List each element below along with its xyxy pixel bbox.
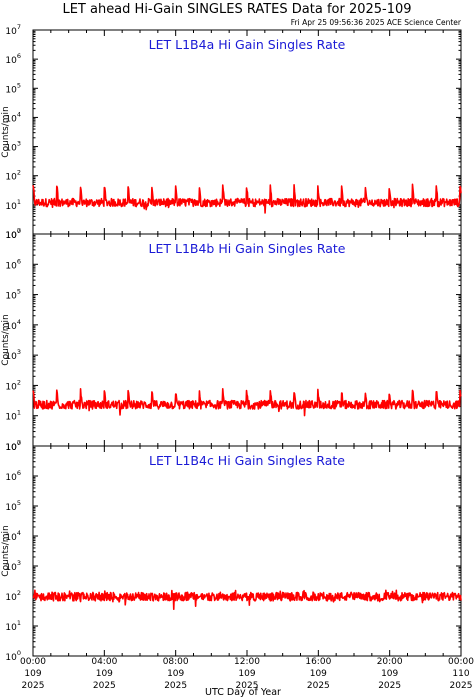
x-tick-label-time: 20:00 xyxy=(377,657,403,667)
panel-title: LET L1B4a Hi Gain Singles Rate xyxy=(149,37,346,52)
y-tick-label: 106 xyxy=(5,257,21,271)
x-axis-labels: 00:00 109 2025 04:00 109 2025 08:00 109 2025 12:0… xyxy=(20,657,474,691)
x-tick-label-day: 109 xyxy=(24,669,41,679)
x-tick-label-year: 2025 xyxy=(450,681,473,691)
plot-frame xyxy=(32,445,462,657)
x-tick-label-year: 2025 xyxy=(307,681,330,691)
y-tick-exponent: 0 xyxy=(17,439,21,447)
x-tick-label-year: 2025 xyxy=(164,681,187,691)
y-tick-exponent: 7 xyxy=(17,23,21,31)
x-tick-label-year: 2025 xyxy=(236,681,259,691)
y-tick-exponent: 1 xyxy=(17,198,21,206)
x-tick-label-year: 2025 xyxy=(93,681,116,691)
y-tick-exponent: 7 xyxy=(17,227,21,235)
y-tick-exponent: 5 xyxy=(17,81,21,89)
y-tick-label: 107 xyxy=(5,23,21,37)
y-tick-exponent: 1 xyxy=(17,619,21,627)
y-axis-label: Counts/min xyxy=(1,525,11,576)
y-tick-label: 106 xyxy=(5,469,21,483)
x-tick-label-day: 109 xyxy=(96,669,113,679)
x-tick-label-time: 00:00 xyxy=(20,657,46,667)
y-tick-label: 105 xyxy=(5,499,21,513)
y-tick-exponent: 2 xyxy=(17,169,21,177)
y-axis-label: Counts/min xyxy=(1,106,11,157)
x-tick-label-day: 109 xyxy=(310,669,327,679)
y-tick-exponent: 1 xyxy=(17,409,21,417)
x-tick-label-day: 110 xyxy=(452,669,469,679)
x-tick-label-year: 2025 xyxy=(22,681,45,691)
y-tick-exponent: 4 xyxy=(17,318,21,326)
y-tick-label: 106 xyxy=(5,52,21,66)
x-axis-title: UTC Day of Year xyxy=(205,687,281,698)
x-tick-label-day: 109 xyxy=(381,669,398,679)
panel-title: LET L1B4b Hi Gain Singles Rate xyxy=(149,241,346,256)
y-tick-label: 101 xyxy=(5,619,21,633)
x-tick-label-time: 12:00 xyxy=(234,657,260,667)
y-tick-exponent: 3 xyxy=(17,140,21,148)
generation-timestamp: Fri Apr 25 09:56:36 2025 ACE Science Cen… xyxy=(291,18,462,27)
singles-rate-series xyxy=(32,183,462,214)
y-tick-exponent: 2 xyxy=(17,378,21,386)
y-tick-exponent: 4 xyxy=(17,110,21,118)
x-tick-label-time: 04:00 xyxy=(91,657,117,667)
y-tick-exponent: 3 xyxy=(17,348,21,356)
y-tick-exponent: 7 xyxy=(17,439,21,447)
y-tick-exponent: 6 xyxy=(17,52,21,60)
figure-title: LET ahead Hi-Gain SINGLES RATES Data for… xyxy=(62,2,411,17)
x-tick-label-year: 2025 xyxy=(378,681,401,691)
y-tick-label: 105 xyxy=(5,81,21,95)
y-tick-label: 100 xyxy=(5,649,21,663)
y-tick-exponent: 0 xyxy=(17,227,21,235)
y-tick-label: 102 xyxy=(5,378,21,392)
x-tick-label-time: 16:00 xyxy=(305,657,331,667)
plot-frame xyxy=(32,233,462,447)
y-tick-exponent: 3 xyxy=(17,559,21,567)
x-tick-label-day: 109 xyxy=(167,669,184,679)
y-tick-exponent: 6 xyxy=(17,257,21,265)
singles-rate-series xyxy=(32,387,462,417)
panel-title: LET L1B4c Hi Gain Singles Rate xyxy=(149,453,345,468)
x-tick-label-time: 00:00 xyxy=(448,657,474,667)
y-tick-exponent: 4 xyxy=(17,529,21,537)
x-tick-label-time: 08:00 xyxy=(163,657,189,667)
y-tick-label: 102 xyxy=(5,169,21,183)
y-tick-exponent: 6 xyxy=(17,469,21,477)
y-tick-exponent: 5 xyxy=(17,499,21,507)
y-tick-exponent: 0 xyxy=(17,649,21,657)
y-tick-exponent: 2 xyxy=(17,589,21,597)
y-tick-label: 107 xyxy=(5,439,21,453)
x-tick-label-day: 109 xyxy=(238,669,255,679)
y-tick-label: 107 xyxy=(5,227,21,241)
y-tick-label: 101 xyxy=(5,409,21,423)
y-tick-label: 101 xyxy=(5,198,21,212)
y-tick-label: 105 xyxy=(5,288,21,302)
singles-rate-series xyxy=(32,589,462,611)
y-axis-label: Counts/min xyxy=(1,314,11,365)
y-tick-label: 102 xyxy=(5,589,21,603)
y-tick-exponent: 5 xyxy=(17,288,21,296)
